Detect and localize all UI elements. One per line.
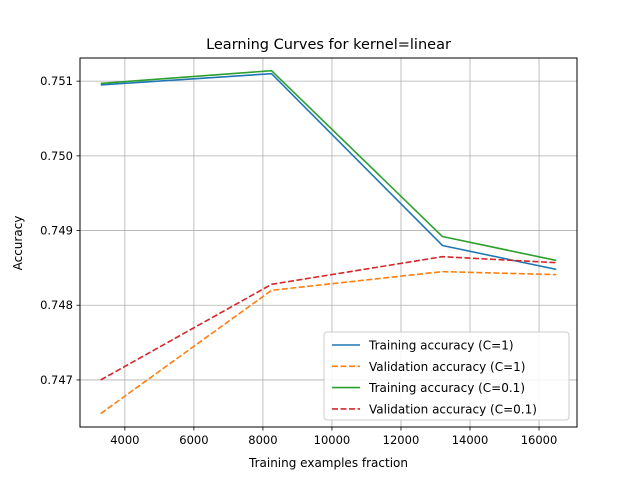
y-tick-label: 0.751 <box>40 74 73 88</box>
x-axis-ticks: 4000 6000 8000 10000 12000 14000 16000 <box>110 427 557 447</box>
chart-title: Learning Curves for kernel=linear <box>206 37 451 53</box>
x-tick-label: 8000 <box>248 433 277 447</box>
x-tick-label: 16000 <box>521 433 558 447</box>
y-tick-label: 0.750 <box>40 149 73 163</box>
legend-box <box>323 331 570 421</box>
series-line-1 <box>100 72 557 271</box>
series-layer <box>100 69 557 415</box>
y-tick-label: 0.749 <box>40 224 73 238</box>
x-tick-label: 14000 <box>452 433 489 447</box>
x-tick-label: 10000 <box>314 433 351 447</box>
legend: Training accuracy (C=1) Validation accura… <box>323 331 570 421</box>
y-axis-ticks: 0.747 0.748 0.749 0.750 0.751 <box>40 74 80 387</box>
x-axis-label: Training examples fraction <box>248 456 408 470</box>
legend-label-1: Training accuracy (C=1) <box>368 339 514 353</box>
legend-label-3: Training accuracy (C=0.1) <box>368 381 525 395</box>
x-tick-label: 4000 <box>110 433 139 447</box>
legend-label-4: Validation accuracy (C=0.1) <box>369 402 537 416</box>
series-line-2 <box>100 270 557 415</box>
series-line-4 <box>100 255 557 381</box>
y-axis-label: Accuracy <box>11 216 25 271</box>
x-tick-label: 6000 <box>179 433 208 447</box>
legend-label-2: Validation accuracy (C=1) <box>369 360 525 374</box>
series-line-3 <box>100 69 557 262</box>
plot-frame <box>79 57 578 428</box>
y-tick-label: 0.748 <box>40 298 73 312</box>
y-tick-label: 0.747 <box>40 373 73 387</box>
x-tick-label: 12000 <box>383 433 420 447</box>
